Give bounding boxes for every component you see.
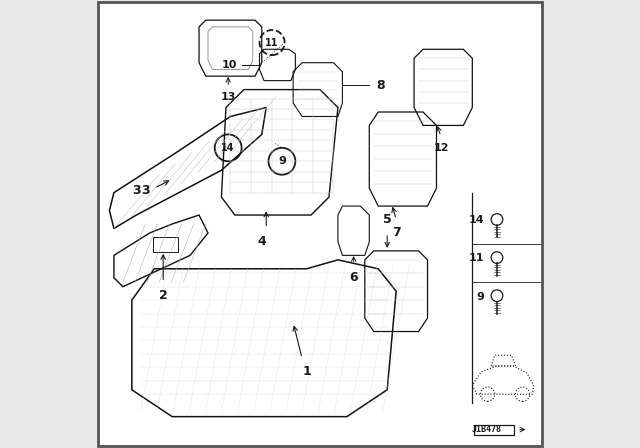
Text: 7: 7 (392, 226, 401, 239)
Text: 3: 3 (141, 184, 150, 197)
Text: J1B478: J1B478 (472, 425, 502, 434)
Text: 1: 1 (302, 365, 311, 378)
FancyBboxPatch shape (474, 425, 514, 435)
Text: 8: 8 (376, 78, 385, 92)
Text: 3: 3 (132, 184, 141, 197)
Text: 2: 2 (159, 289, 168, 302)
Text: 6: 6 (349, 271, 358, 284)
Text: 11: 11 (468, 254, 484, 263)
Text: 11: 11 (266, 38, 279, 47)
Text: 12: 12 (433, 143, 449, 153)
Text: 14: 14 (468, 215, 484, 225)
Text: 13: 13 (220, 92, 236, 102)
Text: 9: 9 (476, 292, 484, 302)
Text: 10: 10 (221, 60, 237, 70)
FancyBboxPatch shape (99, 2, 541, 446)
Text: 4: 4 (257, 235, 266, 248)
Text: 14: 14 (221, 143, 235, 153)
Text: 5: 5 (383, 213, 392, 226)
Text: 9: 9 (278, 156, 286, 166)
